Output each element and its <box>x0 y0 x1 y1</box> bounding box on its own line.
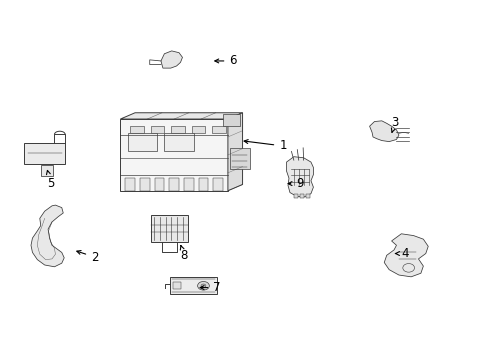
Text: 9: 9 <box>288 177 304 190</box>
Polygon shape <box>228 113 243 191</box>
Bar <box>130 126 144 134</box>
Bar <box>306 194 310 198</box>
Bar <box>155 178 164 191</box>
Bar <box>213 178 223 191</box>
Bar <box>192 126 205 134</box>
Polygon shape <box>384 234 428 277</box>
Text: 4: 4 <box>395 247 409 260</box>
Bar <box>230 148 250 169</box>
Polygon shape <box>161 51 182 68</box>
Polygon shape <box>287 157 314 197</box>
Text: 5: 5 <box>47 170 54 190</box>
Bar <box>151 126 164 134</box>
Bar <box>171 277 217 294</box>
Polygon shape <box>369 121 399 141</box>
Bar <box>169 178 179 191</box>
Bar <box>184 178 194 191</box>
Bar <box>198 178 208 191</box>
Bar <box>128 134 157 151</box>
Bar <box>121 119 228 191</box>
Bar <box>212 126 226 134</box>
Bar <box>24 143 65 164</box>
Circle shape <box>201 284 206 288</box>
Bar <box>300 194 304 198</box>
Bar <box>173 282 181 289</box>
Text: 3: 3 <box>392 116 399 132</box>
Bar <box>140 178 150 191</box>
Text: 2: 2 <box>77 251 98 264</box>
Text: 1: 1 <box>244 139 287 152</box>
Bar <box>223 114 240 126</box>
Circle shape <box>197 282 209 290</box>
Bar <box>164 134 194 151</box>
Text: 7: 7 <box>200 281 220 294</box>
Bar <box>171 126 185 134</box>
Bar <box>151 215 188 242</box>
Polygon shape <box>31 205 64 267</box>
Bar <box>125 178 135 191</box>
Bar <box>41 165 53 176</box>
Text: 6: 6 <box>215 54 237 67</box>
Text: 8: 8 <box>180 246 188 262</box>
Polygon shape <box>121 113 243 119</box>
Bar <box>294 194 298 198</box>
